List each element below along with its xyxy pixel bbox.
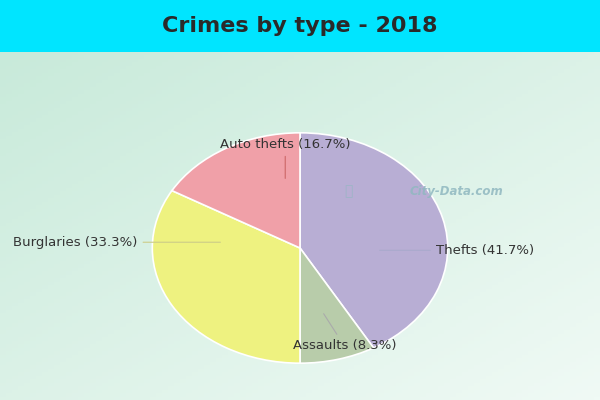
Text: Assaults (8.3%): Assaults (8.3%) xyxy=(293,314,396,352)
Wedge shape xyxy=(152,191,300,363)
Wedge shape xyxy=(172,133,300,248)
Text: Thefts (41.7%): Thefts (41.7%) xyxy=(380,244,534,257)
Text: Burglaries (33.3%): Burglaries (33.3%) xyxy=(13,236,220,249)
Wedge shape xyxy=(300,133,448,348)
Text: City-Data.com: City-Data.com xyxy=(409,185,503,198)
Text: ⓘ: ⓘ xyxy=(344,185,353,199)
Wedge shape xyxy=(300,248,374,363)
Text: Auto thefts (16.7%): Auto thefts (16.7%) xyxy=(220,138,350,178)
Text: Crimes by type - 2018: Crimes by type - 2018 xyxy=(162,16,438,36)
